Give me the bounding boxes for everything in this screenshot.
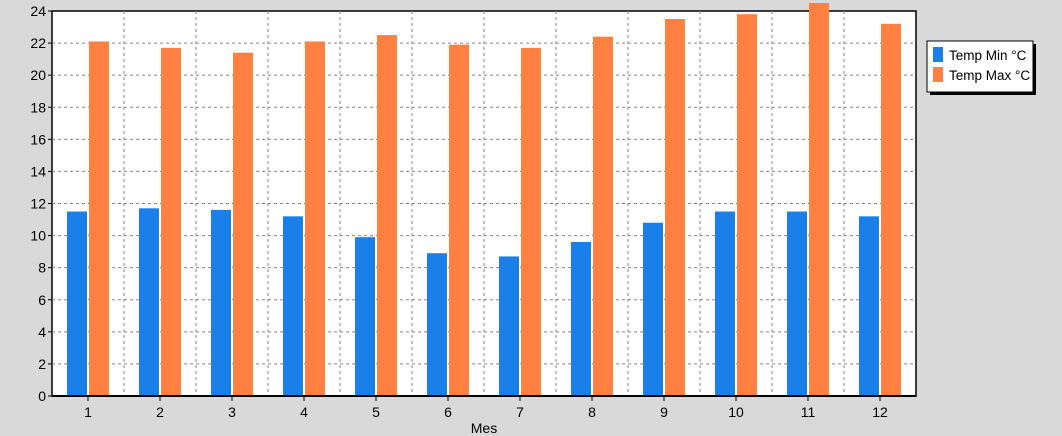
x-tick-label: 1 — [84, 404, 92, 420]
bar-temp-max-6[interactable] — [449, 44, 469, 396]
bar-temp-min-9[interactable] — [643, 222, 663, 396]
y-tick-label: 24 — [30, 3, 46, 19]
bar-temp-max-12[interactable] — [881, 23, 901, 396]
y-tick-label: 16 — [30, 131, 46, 147]
bar-temp-min-4[interactable] — [283, 216, 303, 396]
x-tick-label: 8 — [588, 404, 596, 420]
x-axis-ticks: 1 2 3 4 5 6 7 8 9 10 11 12 — [52, 395, 916, 420]
x-tick-label: 6 — [444, 404, 452, 420]
bar-temp-min-10[interactable] — [715, 211, 735, 396]
bar-temp-max-5[interactable] — [377, 35, 397, 396]
x-tick-label: 7 — [516, 404, 524, 420]
x-tick-label: 11 — [801, 404, 816, 420]
bar-temp-max-1[interactable] — [89, 41, 109, 397]
bar-temp-max-4[interactable] — [305, 41, 325, 397]
bar-temp-min-3[interactable] — [211, 209, 231, 396]
y-tick-label: 12 — [30, 196, 46, 212]
x-tick-label: 9 — [660, 404, 668, 420]
y-tick-label: 22 — [30, 35, 46, 51]
bar-temp-min-8[interactable] — [571, 242, 591, 396]
y-tick-label: 14 — [30, 163, 46, 179]
y-tick-label: 18 — [30, 99, 46, 115]
y-tick-label: 2 — [38, 356, 46, 372]
bar-temp-min-5[interactable] — [355, 237, 375, 396]
bar-temp-max-2[interactable] — [161, 47, 181, 396]
x-axis-label: Mes — [471, 420, 497, 436]
bar-temp-max-7[interactable] — [521, 47, 541, 396]
bar-temp-max-11[interactable] — [809, 2, 829, 397]
y-tick-label: 8 — [38, 260, 46, 276]
bar-temp-max-8[interactable] — [593, 36, 613, 397]
x-tick-label: 2 — [156, 404, 164, 420]
bar-temp-min-1[interactable] — [67, 211, 87, 396]
legend-shadow-bottom — [930, 92, 1036, 95]
x-tick-label: 4 — [300, 404, 308, 420]
bar-temp-max-9[interactable] — [665, 19, 685, 396]
legend-label: Temp Max °C — [949, 68, 1030, 83]
bar-temp-max-10[interactable] — [737, 14, 757, 396]
x-tick-label: 5 — [372, 404, 380, 420]
legend-swatch — [933, 67, 943, 82]
grid-lines — [52, 11, 916, 396]
legend[interactable]: Temp Min °C Temp Max °C — [926, 40, 1036, 95]
y-tick-label: 4 — [38, 324, 46, 340]
y-tick-label: 20 — [30, 67, 46, 83]
bar-temp-min-12[interactable] — [859, 216, 879, 396]
bar-temp-min-11[interactable] — [787, 211, 807, 396]
y-tick-label: 0 — [38, 388, 46, 404]
y-tick-label: 10 — [30, 228, 46, 244]
bars — [67, 2, 901, 397]
bar-temp-min-2[interactable] — [139, 208, 159, 396]
bar-temp-max-3[interactable] — [233, 52, 253, 396]
legend-shadow — [1033, 44, 1036, 95]
x-tick-label: 10 — [728, 404, 744, 420]
bar-temp-min-7[interactable] — [499, 256, 519, 396]
y-tick-label: 6 — [38, 292, 46, 308]
legend-label: Temp Min °C — [949, 48, 1027, 63]
bar-temp-min-6[interactable] — [427, 253, 447, 396]
legend-box — [926, 40, 1034, 93]
x-tick-label: 3 — [228, 404, 236, 420]
legend-swatch — [933, 47, 943, 62]
x-tick-label: 12 — [872, 404, 888, 420]
